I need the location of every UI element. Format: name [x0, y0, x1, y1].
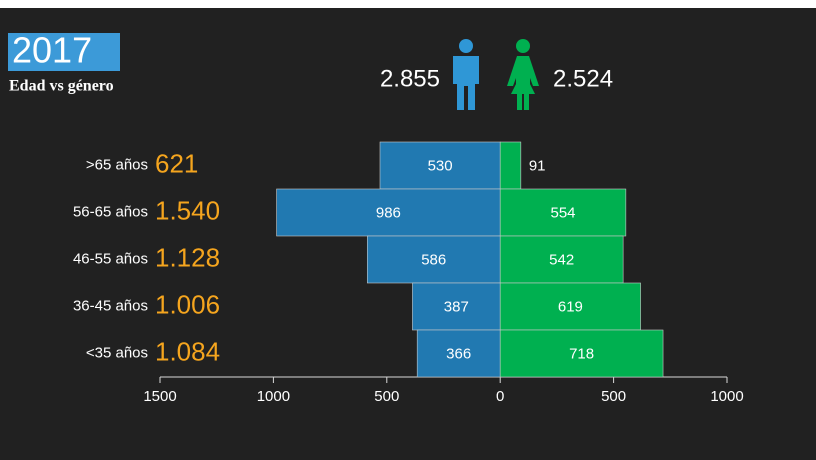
bar	[416, 329, 501, 378]
value-label: 530	[428, 157, 453, 174]
year-box	[8, 33, 120, 71]
value-label: 366	[446, 345, 471, 362]
category-label: 36-45 años	[73, 297, 148, 314]
bar	[499, 282, 641, 331]
man-icon	[453, 39, 479, 110]
category-label: <35 años	[86, 344, 148, 361]
category-label: >65 años	[86, 156, 148, 173]
row-total: 1.084	[155, 336, 220, 366]
x-tick-label: 500	[601, 388, 626, 405]
row-total: 1.006	[155, 289, 220, 319]
value-label: 586	[421, 251, 446, 268]
men-total: 2.855	[380, 65, 440, 92]
x-tick-label: 1000	[257, 388, 290, 405]
category-label: 46-55 años	[73, 250, 148, 267]
category-label: 56-65 años	[73, 203, 148, 220]
row-total: 1.540	[155, 195, 220, 225]
x-tick-label: 0	[496, 388, 504, 405]
value-label: 619	[558, 298, 583, 315]
value-label: 387	[444, 298, 469, 315]
women-total: 2.524	[553, 65, 613, 92]
value-label: 986	[376, 204, 401, 221]
value-label: 542	[549, 251, 574, 268]
bar	[499, 329, 664, 378]
value-label: 718	[569, 345, 594, 362]
bar	[499, 188, 627, 237]
value-label: 91	[529, 157, 546, 174]
x-tick-label: 1500	[143, 388, 176, 405]
bar	[379, 141, 501, 190]
chart-title: Edad vs género	[9, 78, 114, 95]
year: 2017	[12, 30, 92, 71]
bar	[276, 188, 501, 237]
bar	[499, 235, 624, 284]
x-tick-label: 1000	[710, 388, 743, 405]
bar	[366, 235, 501, 284]
row-total: 1.128	[155, 242, 220, 272]
row-total: 621	[155, 148, 198, 178]
x-tick-label: 500	[374, 388, 399, 405]
bar	[499, 141, 522, 190]
woman-icon	[507, 39, 539, 110]
value-label: 554	[551, 204, 576, 221]
